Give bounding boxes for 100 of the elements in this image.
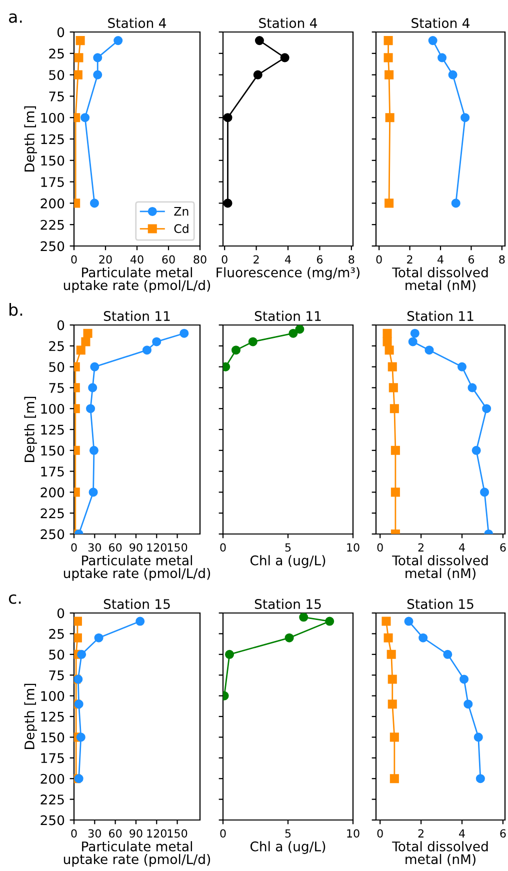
y-tick-label: 225 <box>40 508 64 518</box>
y-tick-label: 100 <box>41 691 64 701</box>
y-tick-label: 50 <box>49 70 64 80</box>
point <box>93 70 102 80</box>
point <box>464 700 473 709</box>
point <box>248 337 258 346</box>
point <box>114 36 123 46</box>
point <box>472 446 481 455</box>
x-tick-label: 0 <box>220 543 226 552</box>
chart-title: Station 11 <box>254 310 321 322</box>
point <box>254 36 264 46</box>
point <box>253 70 262 80</box>
x-axis-title: Particulate metal uptake rate (pmol/L/d) <box>64 267 210 293</box>
point <box>325 616 334 626</box>
point <box>88 488 98 497</box>
point <box>74 633 82 642</box>
x-axis-title: Fluorescence (mg/m³) <box>216 267 360 280</box>
point <box>384 70 394 80</box>
point <box>438 53 447 62</box>
point <box>384 36 393 46</box>
y-tick-label: 175 <box>41 177 64 187</box>
y-tick-label: 175 <box>41 466 64 476</box>
x-tick-label: 90 <box>130 829 142 838</box>
point <box>384 633 393 642</box>
chart-title: Station 15 <box>104 598 170 610</box>
point <box>418 633 428 642</box>
x-tick-label: 20 <box>99 255 112 264</box>
y-tick-label: 75 <box>49 92 64 102</box>
x-tick-label: 6 <box>468 255 474 264</box>
point <box>90 362 100 372</box>
y-tick-label: 50 <box>49 650 64 660</box>
x-tick-label: 10 <box>347 543 360 552</box>
point <box>388 674 397 684</box>
point <box>80 113 90 122</box>
x-tick-label: 0 <box>377 543 383 552</box>
chart-title: Station 15 <box>254 598 321 610</box>
point <box>390 774 399 784</box>
x-tick-label: 8 <box>499 255 505 264</box>
point <box>480 488 490 497</box>
point <box>390 446 400 455</box>
point <box>386 650 396 659</box>
x-tick-label: 0 <box>376 255 382 264</box>
y-tick-label: 175 <box>41 753 64 764</box>
y-axis-title: Depth [m] <box>24 396 38 462</box>
y-tick-label: 100 <box>41 112 64 123</box>
point <box>388 700 397 709</box>
x-tick-label: 4 <box>459 543 465 552</box>
y-axis-title: Depth [m] <box>24 684 38 749</box>
x-tick-label: 0 <box>222 255 228 264</box>
x-tick-label: 60 <box>109 829 122 838</box>
y-tick-label: 150 <box>41 156 64 166</box>
y-tick-label: 200 <box>40 198 64 208</box>
y-tick-label: 225 <box>40 220 64 230</box>
legend-label: Cd <box>174 224 188 234</box>
point <box>295 325 304 334</box>
y-tick-label: 150 <box>41 732 64 742</box>
point <box>94 633 104 642</box>
x-axis-title: Chl a (ug/L) <box>250 555 326 568</box>
point <box>384 346 394 355</box>
point <box>443 650 452 659</box>
x-tick-label: 4 <box>438 255 444 264</box>
chart-title: Station 11 <box>104 310 170 322</box>
point <box>299 613 308 622</box>
point <box>404 616 414 626</box>
x-tick-label: 5 <box>285 829 291 838</box>
y-tick-label: 150 <box>41 446 64 456</box>
point <box>384 53 393 62</box>
point <box>74 616 82 626</box>
point <box>390 488 400 497</box>
y-tick-label: 100 <box>41 404 64 414</box>
x-tick-label: 10 <box>347 829 360 838</box>
chart-title: Station 4 <box>412 18 470 28</box>
y-tick-label: 125 <box>41 712 64 722</box>
point <box>93 53 102 62</box>
point <box>474 732 483 742</box>
x-tick-label: 0 <box>71 829 77 838</box>
point <box>451 198 460 208</box>
x-tick-label: 2 <box>418 829 424 838</box>
x-tick-label: 2 <box>418 543 424 552</box>
point <box>468 383 477 392</box>
y-tick-label: 0 <box>57 27 64 38</box>
point <box>390 404 399 414</box>
x-tick-label: 0 <box>377 829 383 838</box>
x-tick-label: 150 <box>168 829 188 838</box>
point <box>288 328 298 338</box>
point <box>385 113 394 122</box>
x-tick-label: 60 <box>162 255 175 264</box>
y-tick-label: 75 <box>49 383 64 393</box>
point <box>88 383 98 392</box>
x-axis-title: Total dissolved metal (nM) <box>392 841 488 866</box>
chart-title: Station 4 <box>108 18 166 28</box>
x-tick-label: 5 <box>285 543 291 552</box>
chart-title: Station 4 <box>259 18 318 28</box>
y-tick-label: 25 <box>49 628 64 639</box>
x-tick-label: 0 <box>220 829 226 838</box>
point <box>86 404 96 414</box>
x-tick-label: 0 <box>71 255 77 264</box>
x-tick-label: 90 <box>130 543 142 552</box>
point <box>382 328 392 338</box>
point <box>388 362 397 372</box>
